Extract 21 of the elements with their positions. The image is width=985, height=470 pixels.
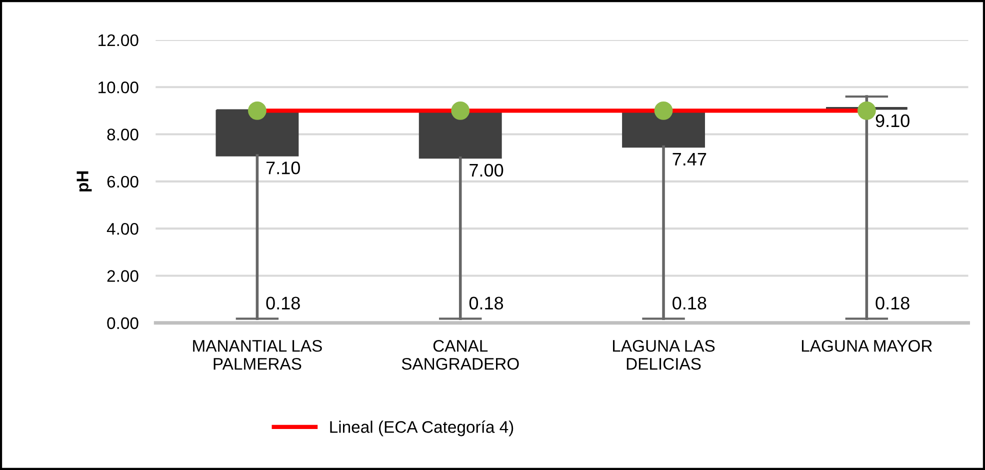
- y-tick-label: 2.00: [107, 270, 138, 282]
- x-tick-label: MANANTIAL LAS PALMERAS: [193, 340, 322, 370]
- x-tick-label: CANAL SANGRADERO: [402, 340, 519, 370]
- x-tick-label: LAGUNA MAYOR: [802, 340, 932, 352]
- y-tick-label: 6.00: [107, 176, 138, 188]
- legend-label: Lineal (ECA Categoría 4): [330, 420, 514, 436]
- annotation: 7.10: [266, 162, 300, 174]
- annotation: 7.00: [470, 164, 504, 177]
- x-tick-label: LAGUNA LAS DELICIAS: [613, 340, 715, 370]
- y-tick-label: 10.00: [98, 82, 138, 94]
- y-tick-label: 0.00: [107, 317, 138, 330]
- y-tick-label: 8.00: [107, 128, 138, 140]
- annotation: 0.18: [672, 296, 706, 310]
- annotation: 7.47: [672, 152, 706, 166]
- y-tick-label: 4.00: [106, 222, 138, 235]
- annotation: 0.18: [266, 296, 300, 310]
- annotation: 9.10: [876, 114, 910, 128]
- annotation: 0.18: [469, 296, 504, 310]
- y-axis-title: pH: [76, 171, 92, 192]
- annotation: 0.18: [876, 296, 910, 310]
- y-tick-label: 12.00: [98, 34, 138, 46]
